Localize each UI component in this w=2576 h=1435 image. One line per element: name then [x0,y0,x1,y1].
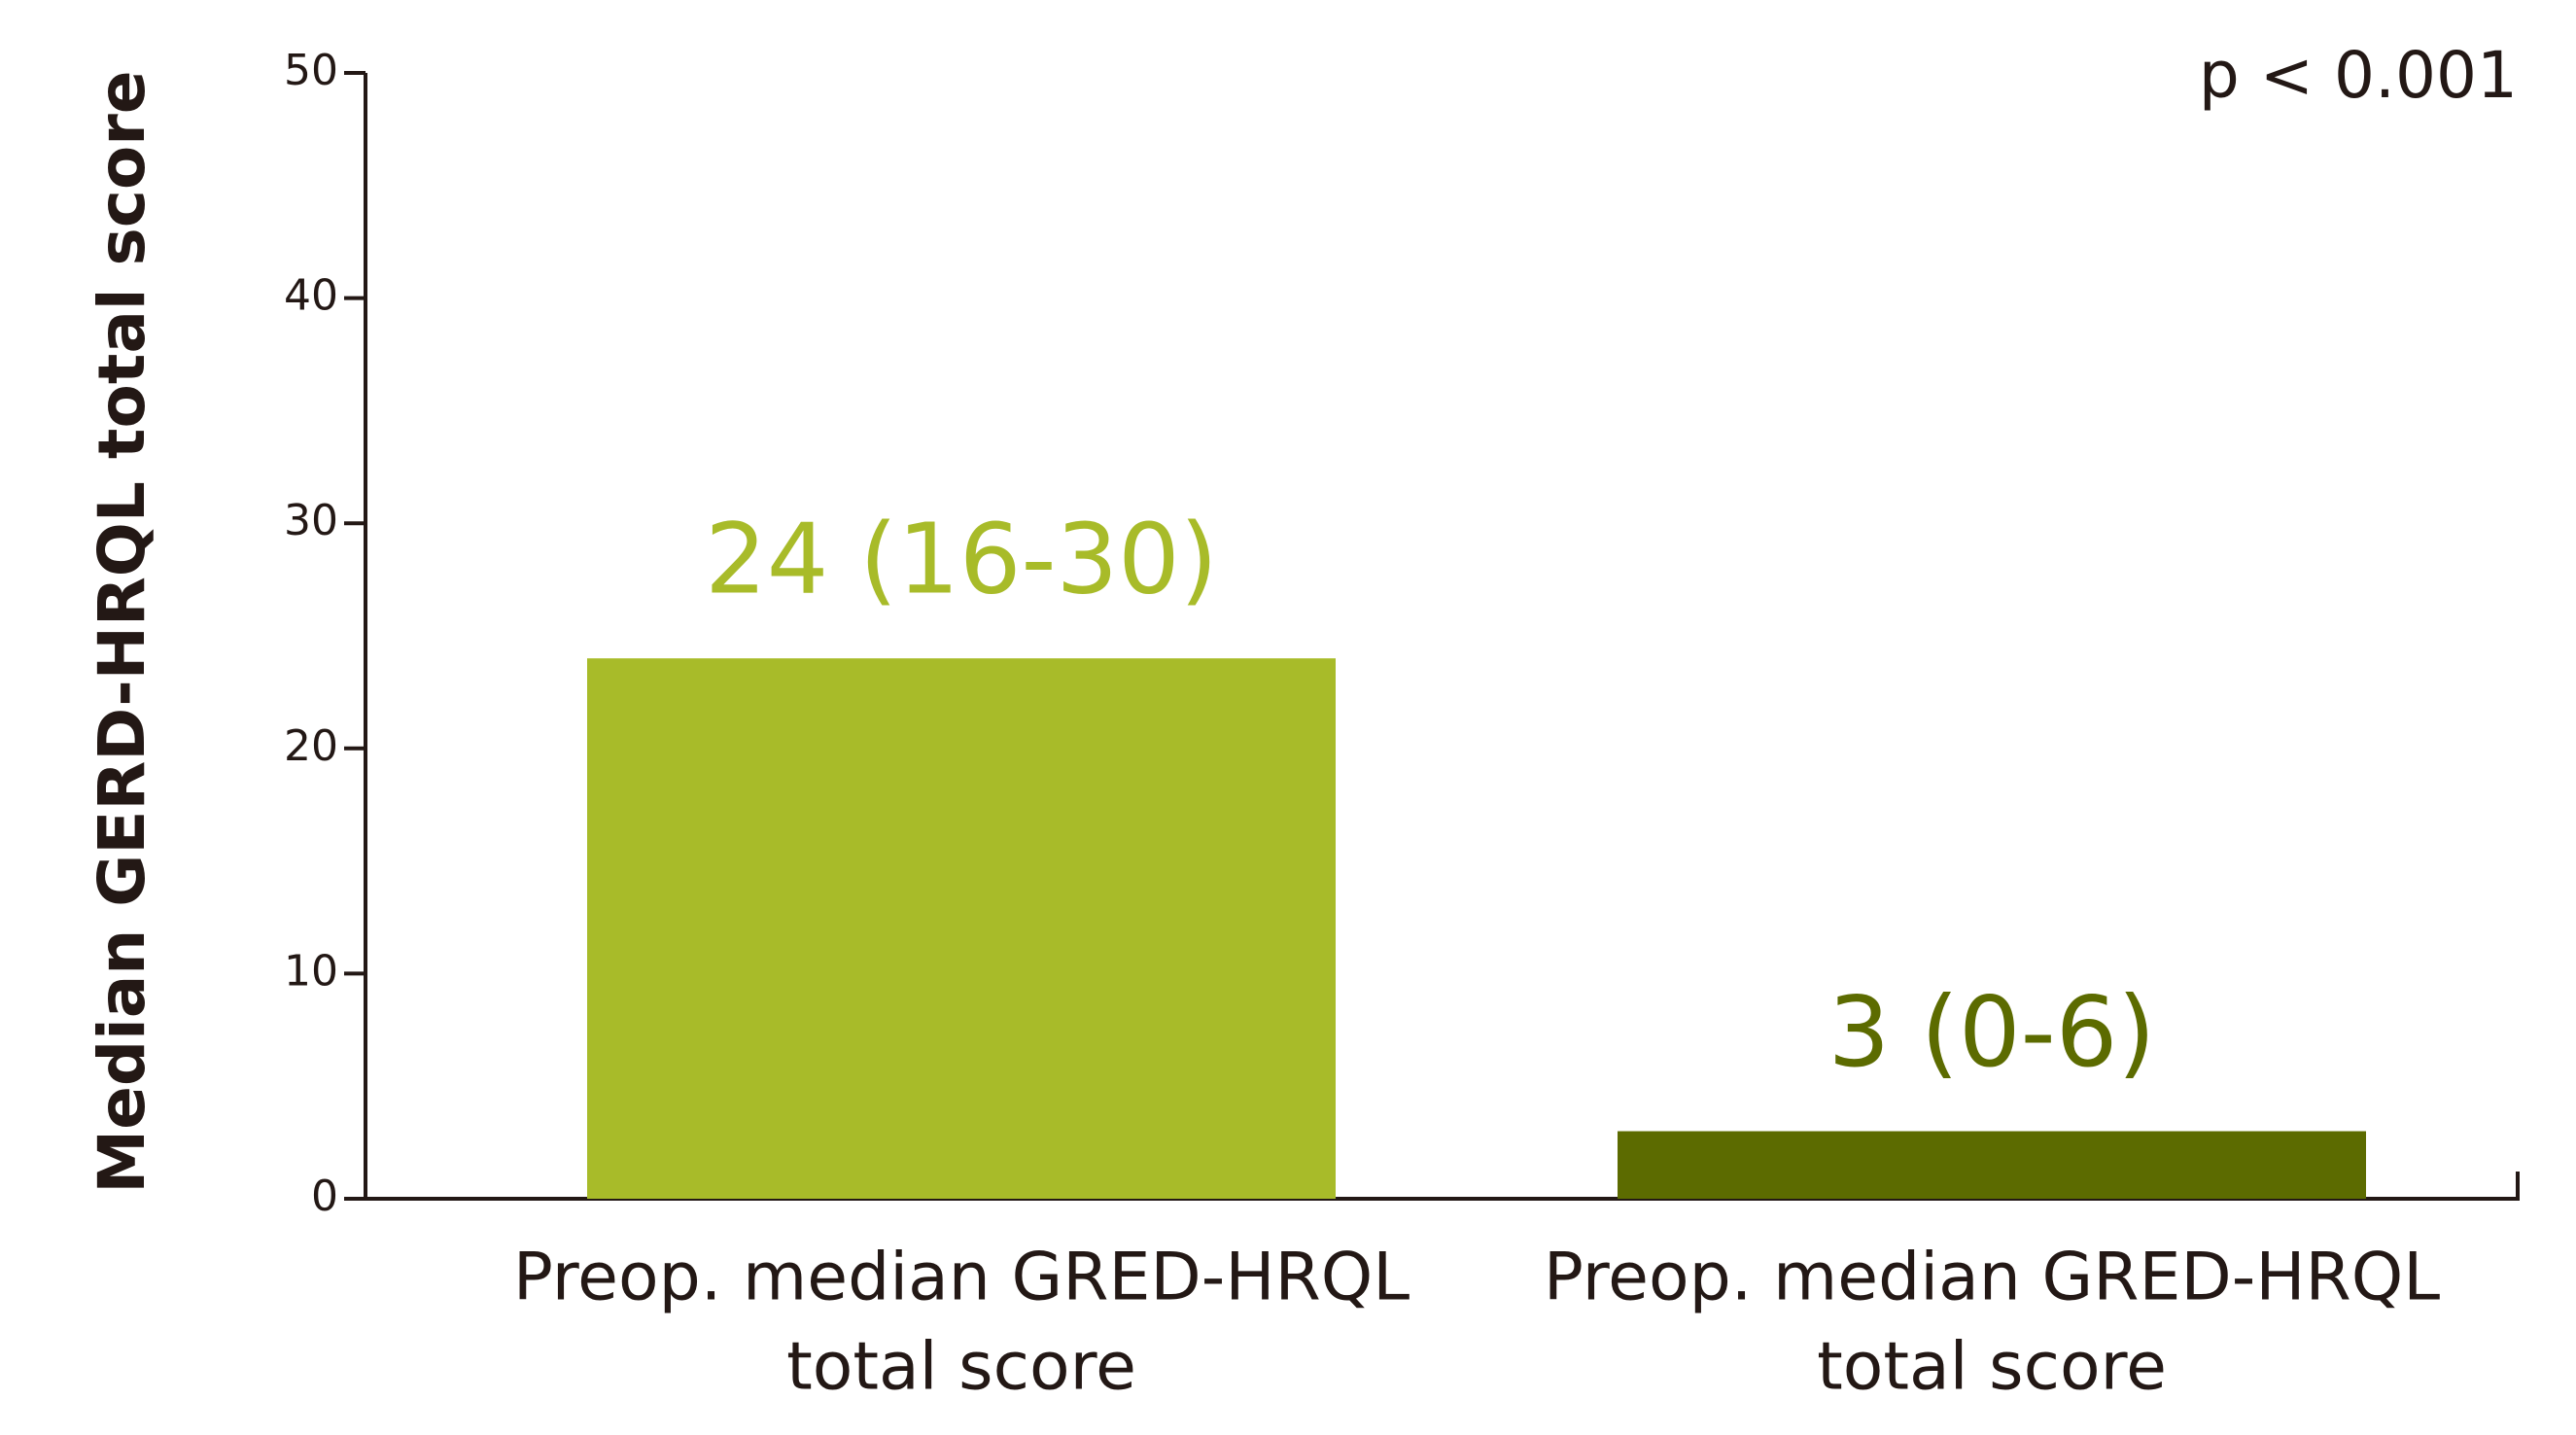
bar [1618,1131,2366,1199]
y-tick-label: 30 [284,496,338,545]
y-tick-label: 40 [284,271,338,321]
y-tick-label: 50 [284,46,338,95]
x-tick-label: Preop. median GRED-HRQL [1544,1240,2440,1316]
x-tick-label: Preop. median GRED-HRQL [513,1240,1410,1316]
x-tick-label: total score [786,1329,1136,1406]
p-value-annotation: p < 0.001 [2199,38,2518,113]
x-tick-label: total score [1817,1329,2167,1406]
y-tick-label: 0 [311,1172,338,1221]
bar [587,658,1336,1199]
y-tick-label: 10 [284,946,338,996]
value-label: 24 (16-30) [705,503,1218,616]
y-axis-title: Median GERD-HRQL total score [85,70,159,1193]
y-tick-label: 20 [284,721,338,771]
value-label: 3 (0-6) [1828,975,2156,1089]
